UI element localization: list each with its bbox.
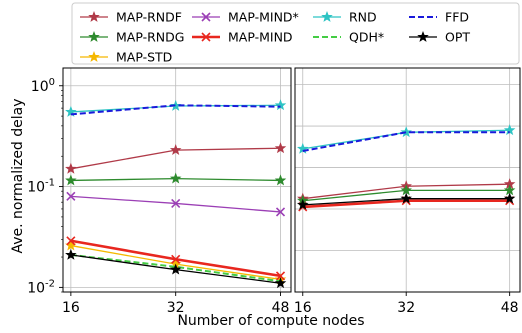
left-point-map-mind-star-stroke-b	[171, 198, 181, 209]
legend-marker-map-rndg	[88, 30, 100, 42]
right-x-tick-label: 48	[501, 300, 519, 316]
left-point-opt	[274, 277, 287, 289]
right-point-opt	[503, 192, 516, 204]
left-point-map-mind-star	[66, 191, 76, 201]
left-point-map-rndf	[169, 144, 182, 155]
x-axis-label: Number of compute nodes	[177, 313, 364, 329]
right-point-map-rndg	[400, 184, 412, 196]
legend-label-opt: OPT	[445, 30, 470, 45]
left-y-tick-label: 10-2	[27, 278, 55, 296]
legend-label-ffd: FFD	[445, 10, 469, 25]
left-point-rnd	[169, 99, 182, 111]
left-point-map-rndf	[65, 162, 77, 174]
legend-entry-rnd: RND	[313, 10, 377, 25]
legend-marker-map-mind-star-stroke-b	[201, 12, 211, 22]
left-point-map-mind-star-stroke-b	[66, 191, 76, 201]
legend-entry-map-rndg: MAP-RNDG	[80, 30, 184, 45]
right-point-opt	[297, 198, 309, 210]
left-point-map-mind-star-stroke-b	[275, 207, 286, 217]
legend-label-rnd: RND	[349, 10, 377, 25]
left-plot-frame	[62, 67, 292, 293]
left-point-map-mind-stroke-b	[275, 271, 286, 281]
left-series-map-rndg	[65, 172, 287, 186]
right-x-tick-label: 16	[294, 300, 312, 316]
left-series-map-mind	[66, 236, 286, 281]
legend-label-map-rndg: MAP-RNDG	[116, 30, 184, 45]
legend-marker-opt	[417, 30, 429, 42]
legend-marker-rnd	[321, 10, 333, 22]
left-point-map-mind-stroke-b	[66, 236, 76, 246]
left-y-tick-label: 10-1	[27, 178, 55, 196]
legend-marker-map-mind-star	[201, 12, 211, 22]
right-point-rnd	[297, 142, 309, 154]
y-axis-label: Ave. normalized delay	[10, 98, 26, 253]
right-point-opt	[400, 192, 412, 204]
left-point-opt	[65, 248, 77, 260]
left-point-map-mind	[171, 254, 181, 264]
right-plot-background	[295, 68, 520, 292]
right-plot-panel: 16 32 48	[294, 67, 521, 316]
left-y-tick-label: 100	[31, 77, 55, 95]
legend-entry-ffd: FFD	[409, 10, 469, 25]
left-x-tick-label: 32	[167, 300, 185, 316]
left-series-ffd	[70, 104, 281, 116]
left-point-map-rndf	[274, 142, 287, 154]
left-series-qdh-star	[70, 253, 281, 283]
left-point-map-mind	[275, 271, 286, 281]
right-series-ffd	[302, 131, 510, 152]
right-plot-frame	[294, 67, 521, 293]
left-point-map-mind	[66, 236, 76, 246]
legend-frame	[71, 2, 520, 65]
left-point-map-rndg	[274, 174, 287, 186]
right-series-rnd	[297, 124, 516, 154]
right-point-map-rndg	[503, 184, 516, 196]
left-point-opt	[169, 263, 182, 275]
legend-entry-opt: OPT	[409, 30, 470, 45]
left-point-map-mind-star	[275, 207, 286, 217]
legend-entry-map-rndf: MAP-RNDF	[80, 10, 182, 25]
left-x-tick-label: 48	[272, 300, 290, 316]
right-series-line-ffd	[302, 131, 510, 152]
left-series-line-qdh-star	[70, 253, 281, 283]
left-point-map-rndg	[169, 172, 182, 184]
legend-entry-map-mind: MAP-MIND	[192, 30, 293, 45]
legend: MAP-RNDF MAP-MIND* RND FFD MAP-RNDG MAP-MIND Q…	[71, 2, 520, 65]
left-series-map-mind-star	[66, 191, 286, 217]
right-point-rnd	[400, 126, 412, 138]
legend-marker-map-rndf	[88, 10, 100, 22]
legend-label-qdh-star: QDH*	[349, 30, 384, 45]
legend-label-map-mind: MAP-MIND	[228, 30, 293, 45]
legend-entry-map-mind-star: MAP-MIND*	[192, 10, 299, 25]
legend-marker-map-std	[88, 50, 100, 62]
legend-marker-map-mind	[201, 32, 211, 42]
left-series-line-ffd	[70, 104, 281, 116]
left-series-opt	[65, 248, 287, 289]
left-plot-panel: 16 32 48 100 10-1 10-2	[27, 67, 292, 316]
legend-entry-map-std: MAP-STD	[80, 50, 172, 65]
right-x-tick-label: 32	[397, 300, 415, 316]
left-point-map-mind-star	[171, 198, 181, 209]
left-point-map-mind-stroke-b	[171, 254, 181, 264]
left-series-map-rndf	[65, 142, 287, 174]
legend-entry-qdh-star: QDH*	[313, 30, 384, 45]
right-series-opt	[297, 192, 516, 210]
left-x-tick-label: 16	[62, 300, 80, 316]
legend-label-map-rndf: MAP-RNDF	[116, 10, 182, 25]
legend-label-map-std: MAP-STD	[116, 50, 172, 65]
legend-marker-map-mind-stroke-b	[201, 32, 211, 42]
legend-label-map-mind-star: MAP-MIND*	[228, 10, 299, 25]
left-point-map-rndg	[65, 174, 77, 186]
left-point-rnd	[274, 99, 287, 111]
